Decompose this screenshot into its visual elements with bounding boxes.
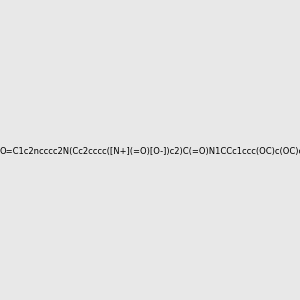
Text: O=C1c2ncccc2N(Cc2cccc([N+](=O)[O-])c2)C(=O)N1CCc1ccc(OC)c(OC)c1: O=C1c2ncccc2N(Cc2cccc([N+](=O)[O-])c2)C(… [0,147,300,156]
